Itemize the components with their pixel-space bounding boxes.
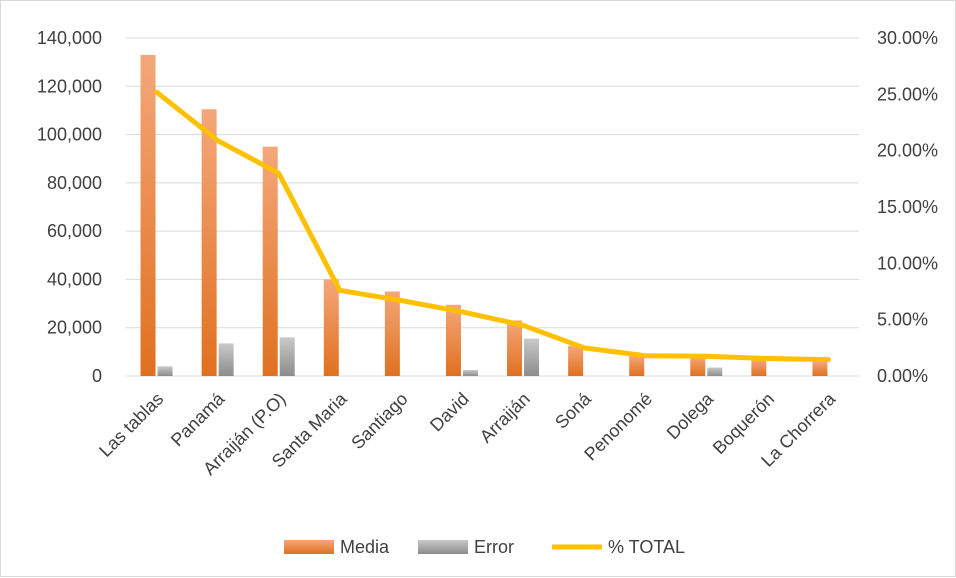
legend-label: Media [340, 537, 390, 557]
category-label: Soná [551, 388, 596, 433]
media-bar [446, 305, 461, 376]
error-bar [463, 370, 478, 376]
right-tick-label: 20.00% [877, 141, 938, 161]
right-tick-label: 5.00% [877, 310, 928, 330]
category-label: Arraiján [476, 389, 534, 447]
error-bar [219, 343, 234, 376]
legend: Media Error % TOTAL [284, 537, 685, 557]
legend-label: Error [474, 537, 514, 557]
media-bar [568, 346, 583, 376]
right-tick-label: 25.00% [877, 84, 938, 104]
error-bar [707, 368, 722, 376]
category-label: David [426, 389, 473, 436]
left-tick-label: 40,000 [47, 269, 102, 289]
media-bar [385, 292, 400, 377]
error-bar [158, 366, 173, 376]
legend-label: % TOTAL [608, 537, 685, 557]
error-bar [524, 339, 539, 376]
media-bar [263, 147, 278, 376]
right-tick-label: 10.00% [877, 253, 938, 273]
left-axis-ticks: 0 20,000 40,000 60,000 80,000 100,000 120,000 1… [37, 28, 102, 386]
media-bar [690, 357, 705, 376]
left-tick-label: 120,000 [37, 76, 102, 96]
media-bar [324, 279, 339, 376]
error-bar [280, 337, 295, 376]
percent-line [156, 92, 828, 360]
right-tick-label: 30.00% [877, 28, 938, 48]
gridlines [126, 38, 859, 376]
percent-total-line [157, 92, 829, 360]
category-label: Panamá [167, 388, 229, 450]
left-tick-label: 140,000 [37, 28, 102, 48]
media-bar [629, 355, 644, 376]
right-axis-ticks: 0.00% 5.00% 10.00% 15.00% 20.00% 25.00% 30.00% [877, 28, 938, 386]
legend-swatch-error [418, 540, 468, 554]
right-tick-label: 0.00% [877, 366, 928, 386]
left-tick-label: 100,000 [37, 125, 102, 145]
category-label: Dolega [663, 388, 718, 443]
media-bar [202, 109, 217, 376]
media-bar [141, 55, 156, 376]
left-tick-label: 0 [92, 366, 102, 386]
left-tick-label: 60,000 [47, 221, 102, 241]
legend-swatch-media [284, 540, 334, 554]
media-bar [751, 360, 766, 376]
left-tick-label: 80,000 [47, 173, 102, 193]
media-bar [507, 320, 522, 376]
right-tick-label: 15.00% [877, 197, 938, 217]
media-bar [812, 362, 827, 376]
category-label: Santiago [347, 389, 411, 453]
category-label: Las tablas [95, 389, 167, 461]
left-tick-label: 20,000 [47, 318, 102, 338]
